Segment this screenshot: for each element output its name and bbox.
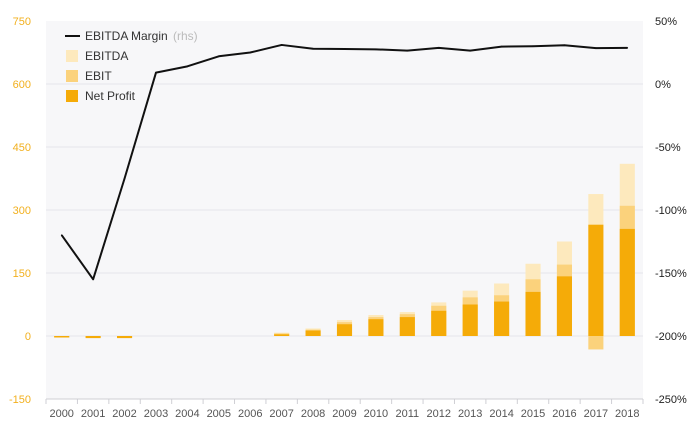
margin-line-series [60, 43, 629, 281]
x-tick-label: 2005 [207, 408, 231, 420]
legend-swatch-ebitda [66, 50, 78, 62]
legend-label-ebitda: EBITDA [85, 49, 128, 63]
ebitda-margin-point [155, 71, 157, 74]
bar-net-profit [431, 310, 447, 336]
x-tick-label: 2013 [458, 408, 482, 420]
ebitda-margin-point [469, 49, 471, 52]
ebitda-margin-point [375, 48, 377, 51]
bar-series [54, 163, 635, 350]
y-tick-right-label: -150% [655, 268, 687, 280]
y-tick-right-label: 50% [655, 16, 677, 28]
bar-net-profit [619, 228, 635, 336]
y-tick-right-label: -100% [655, 205, 687, 217]
y-axis-right: -250% -200% -150% -100% -50% 0% 50% [655, 16, 687, 406]
ebitda-margin-point [186, 65, 189, 68]
legend-label-net-profit: Net Profit [85, 89, 136, 103]
ebitda-margin-point [595, 47, 597, 49]
legend-swatch-ebit [66, 70, 78, 82]
ebitda-margin-point [406, 49, 409, 52]
ebitda-margin-point [312, 47, 314, 50]
bar-ebit [588, 336, 604, 350]
ebitda-margin-point [92, 278, 94, 281]
legend-label-ebitda-margin: EBITDA Margin [85, 29, 168, 43]
bar-net-profit [305, 330, 321, 336]
x-tick-label: 2014 [489, 408, 513, 420]
y-tick-left-label: -150 [9, 394, 31, 406]
ebitda-margin-point [437, 47, 440, 49]
x-tick-label: 2006 [238, 408, 262, 420]
y-tick-left-label: 600 [13, 79, 31, 91]
x-tick-label: 2002 [112, 408, 136, 420]
ebitda-margin-point [280, 44, 283, 46]
x-tick-label: 2011 [396, 408, 420, 420]
bar-net-profit [494, 301, 510, 336]
ebitda-margin-point [500, 45, 503, 48]
x-tick-label: 2017 [584, 408, 608, 420]
bar-net-profit [117, 336, 133, 339]
x-tick-label: 2008 [301, 408, 325, 420]
y-tick-right-label: -50% [655, 142, 681, 154]
y-axis-left: -150 0 150 300 450 600 750 [9, 16, 31, 406]
y-tick-right-label: -200% [655, 331, 687, 343]
bar-net-profit [556, 276, 572, 336]
x-tick-label: 2004 [175, 408, 199, 420]
legend-label-ebit: EBIT [85, 69, 112, 83]
bar-net-profit [462, 304, 478, 336]
bar-net-profit [368, 319, 384, 336]
x-tick-label: 2016 [552, 408, 576, 420]
bar-net-profit [399, 317, 415, 336]
ebitda-margin-point [343, 48, 346, 50]
ebitda-margin-point [60, 234, 63, 236]
bar-net-profit [85, 336, 101, 339]
y-tick-left-label: 300 [13, 205, 31, 217]
bar-net-profit [54, 336, 70, 338]
ebitda-margin-point [218, 55, 220, 58]
y-tick-left-label: 150 [13, 268, 31, 280]
bar-net-profit [588, 224, 604, 336]
y-tick-left-label: 0 [25, 331, 31, 343]
ebitda-margin-point [626, 47, 629, 49]
x-tick-label: 2018 [615, 408, 639, 420]
y-tick-left-label: 450 [13, 142, 31, 154]
ebitda-margin-point [249, 51, 252, 54]
y-tick-right-label: -250% [655, 394, 687, 406]
x-tick-label: 2012 [427, 408, 451, 420]
ebitda-margin-point [563, 44, 566, 46]
legend: EBITDA Margin (rhs) EBITDA EBIT Net Prof… [65, 29, 198, 103]
x-axis: 2000 2001 2002 2003 2004 2005 2006 2007 2008 2009… [45, 398, 644, 420]
x-tick-label: 2010 [364, 408, 388, 420]
bar-net-profit [525, 291, 541, 336]
x-tick-label: 2003 [144, 408, 168, 420]
x-tick-label: 2000 [49, 408, 73, 420]
x-tick-label: 2009 [332, 408, 356, 420]
y-tick-right-label: 0% [655, 79, 671, 91]
ebitda-margin-point [123, 177, 126, 180]
y-tick-left-label: 750 [13, 16, 31, 28]
bar-net-profit [274, 334, 290, 336]
x-tick-label: 2001 [81, 408, 105, 420]
legend-swatch-net-profit [66, 90, 78, 102]
gridlines [46, 83, 643, 337]
bar-net-profit [336, 324, 353, 336]
ebitda-margin-point [532, 45, 534, 47]
x-tick-label: 2007 [269, 408, 293, 420]
x-tick-label: 2015 [521, 408, 545, 420]
legend-label-rhs: (rhs) [173, 29, 198, 43]
